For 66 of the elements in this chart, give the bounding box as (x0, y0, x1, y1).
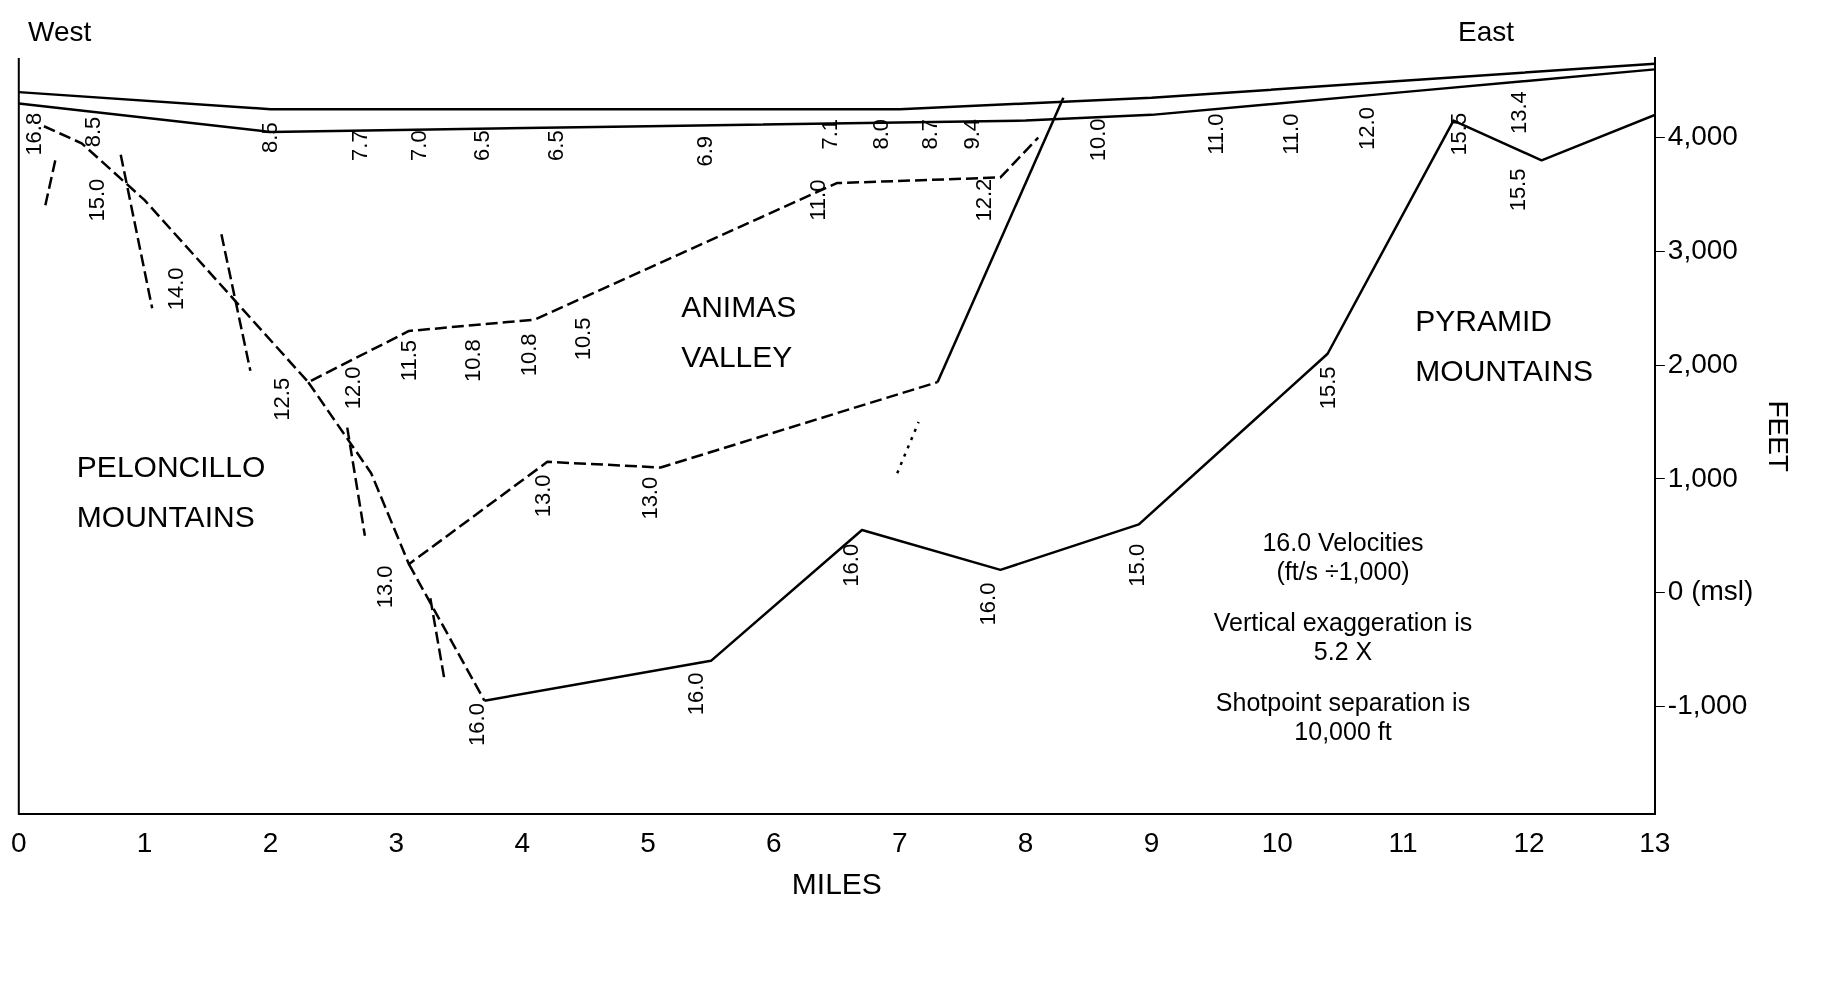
x-tick-label: 7 (891, 826, 908, 858)
annotation: 16.0 Velocities (ft/s ÷1,000) (1261, 528, 1425, 586)
annotation: 13.4 (1506, 91, 1532, 135)
x-tick-label: 13 (1639, 826, 1671, 858)
x-tick-label: 5 (640, 826, 656, 858)
y-tick-label: 0 (msl) (1667, 575, 1754, 607)
annotation: 11.0 (1278, 113, 1304, 155)
x-tick-label: 10 (1261, 826, 1293, 858)
annotation: 11.0 (805, 179, 831, 221)
x-tick-label: 12 (1513, 826, 1545, 858)
annotation: 16.0 (975, 582, 1001, 626)
annotation: Shotpoint separation is 10,000 ft (1214, 688, 1472, 746)
y-tick-label: 1,000 (1667, 461, 1738, 493)
y-tick-label: 4,000 (1667, 120, 1738, 152)
x-axis-title: MILES (791, 867, 882, 901)
y-tick-label: 2,000 (1667, 347, 1738, 379)
x-tick-label: 1 (136, 826, 153, 858)
annotation: ANIMAS VALLEY (681, 289, 797, 373)
x-tick-label: 11 (1388, 826, 1418, 858)
annotation: 15.0 (1123, 543, 1149, 587)
x-tick-label: 6 (766, 826, 782, 858)
annotation: 11.0 (1202, 113, 1228, 155)
annotation: 12.0 (1353, 107, 1379, 150)
y-axis-title: FEET (1763, 400, 1795, 472)
annotation: 6.9 (692, 135, 717, 167)
annotation: 10.8 (515, 333, 541, 377)
annotation: PELONCILLO MOUNTAINS (76, 449, 266, 533)
annotation: 14.0 (163, 267, 189, 311)
x-tick-label: 9 (1143, 826, 1160, 858)
y-tick-label: 3,000 (1667, 234, 1738, 266)
annotation: 9.4 (958, 118, 984, 150)
annotation: 12.0 (339, 366, 365, 410)
annotation: 16.0 (683, 672, 709, 716)
text: West (28, 16, 92, 48)
annotation: 13.0 (529, 474, 555, 518)
annotation: 13.0 (636, 476, 662, 520)
annotation: 16.0 (464, 703, 490, 746)
annotation: 7.1 (816, 118, 842, 150)
annotation: 7.7 (347, 130, 373, 161)
x-tick-label: 3 (388, 826, 405, 858)
x-tick-label: 0 (11, 826, 27, 858)
annotation: Vertical exaggeration is 5.2 X (1212, 608, 1474, 666)
annotation: 16.0 (837, 543, 863, 587)
annotation: 15.0 (84, 178, 110, 222)
annotation: 15.5 (1445, 112, 1471, 156)
annotation: PYRAMID MOUNTAINS (1415, 303, 1594, 387)
annotation: 10.8 (460, 339, 486, 382)
text: East (1458, 16, 1515, 48)
annotation: 15.5 (1505, 168, 1530, 212)
annotation: 11.5 (396, 339, 422, 382)
annotation: 7.0 (406, 130, 432, 161)
annotation: 6.5 (469, 130, 495, 161)
x-tick-label: 2 (262, 826, 279, 858)
annotation: 16.8 (21, 112, 47, 156)
annotation: 6.5 (543, 130, 569, 161)
y-tick-label: -1,000 (1667, 689, 1748, 721)
annotation: 10.0 (1084, 118, 1110, 162)
x-tick-label: 4 (514, 826, 530, 858)
annotation: 13.0 (372, 565, 398, 609)
annotation: 8.0 (868, 118, 894, 150)
annotation: 15.5 (1314, 366, 1340, 410)
annotation: 12.2 (971, 178, 997, 222)
annotation: 12.5 (269, 377, 295, 421)
annotation: 8.5 (80, 116, 106, 148)
annotation: 10.5 (569, 317, 595, 361)
x-tick-label: 8 (1017, 826, 1034, 858)
